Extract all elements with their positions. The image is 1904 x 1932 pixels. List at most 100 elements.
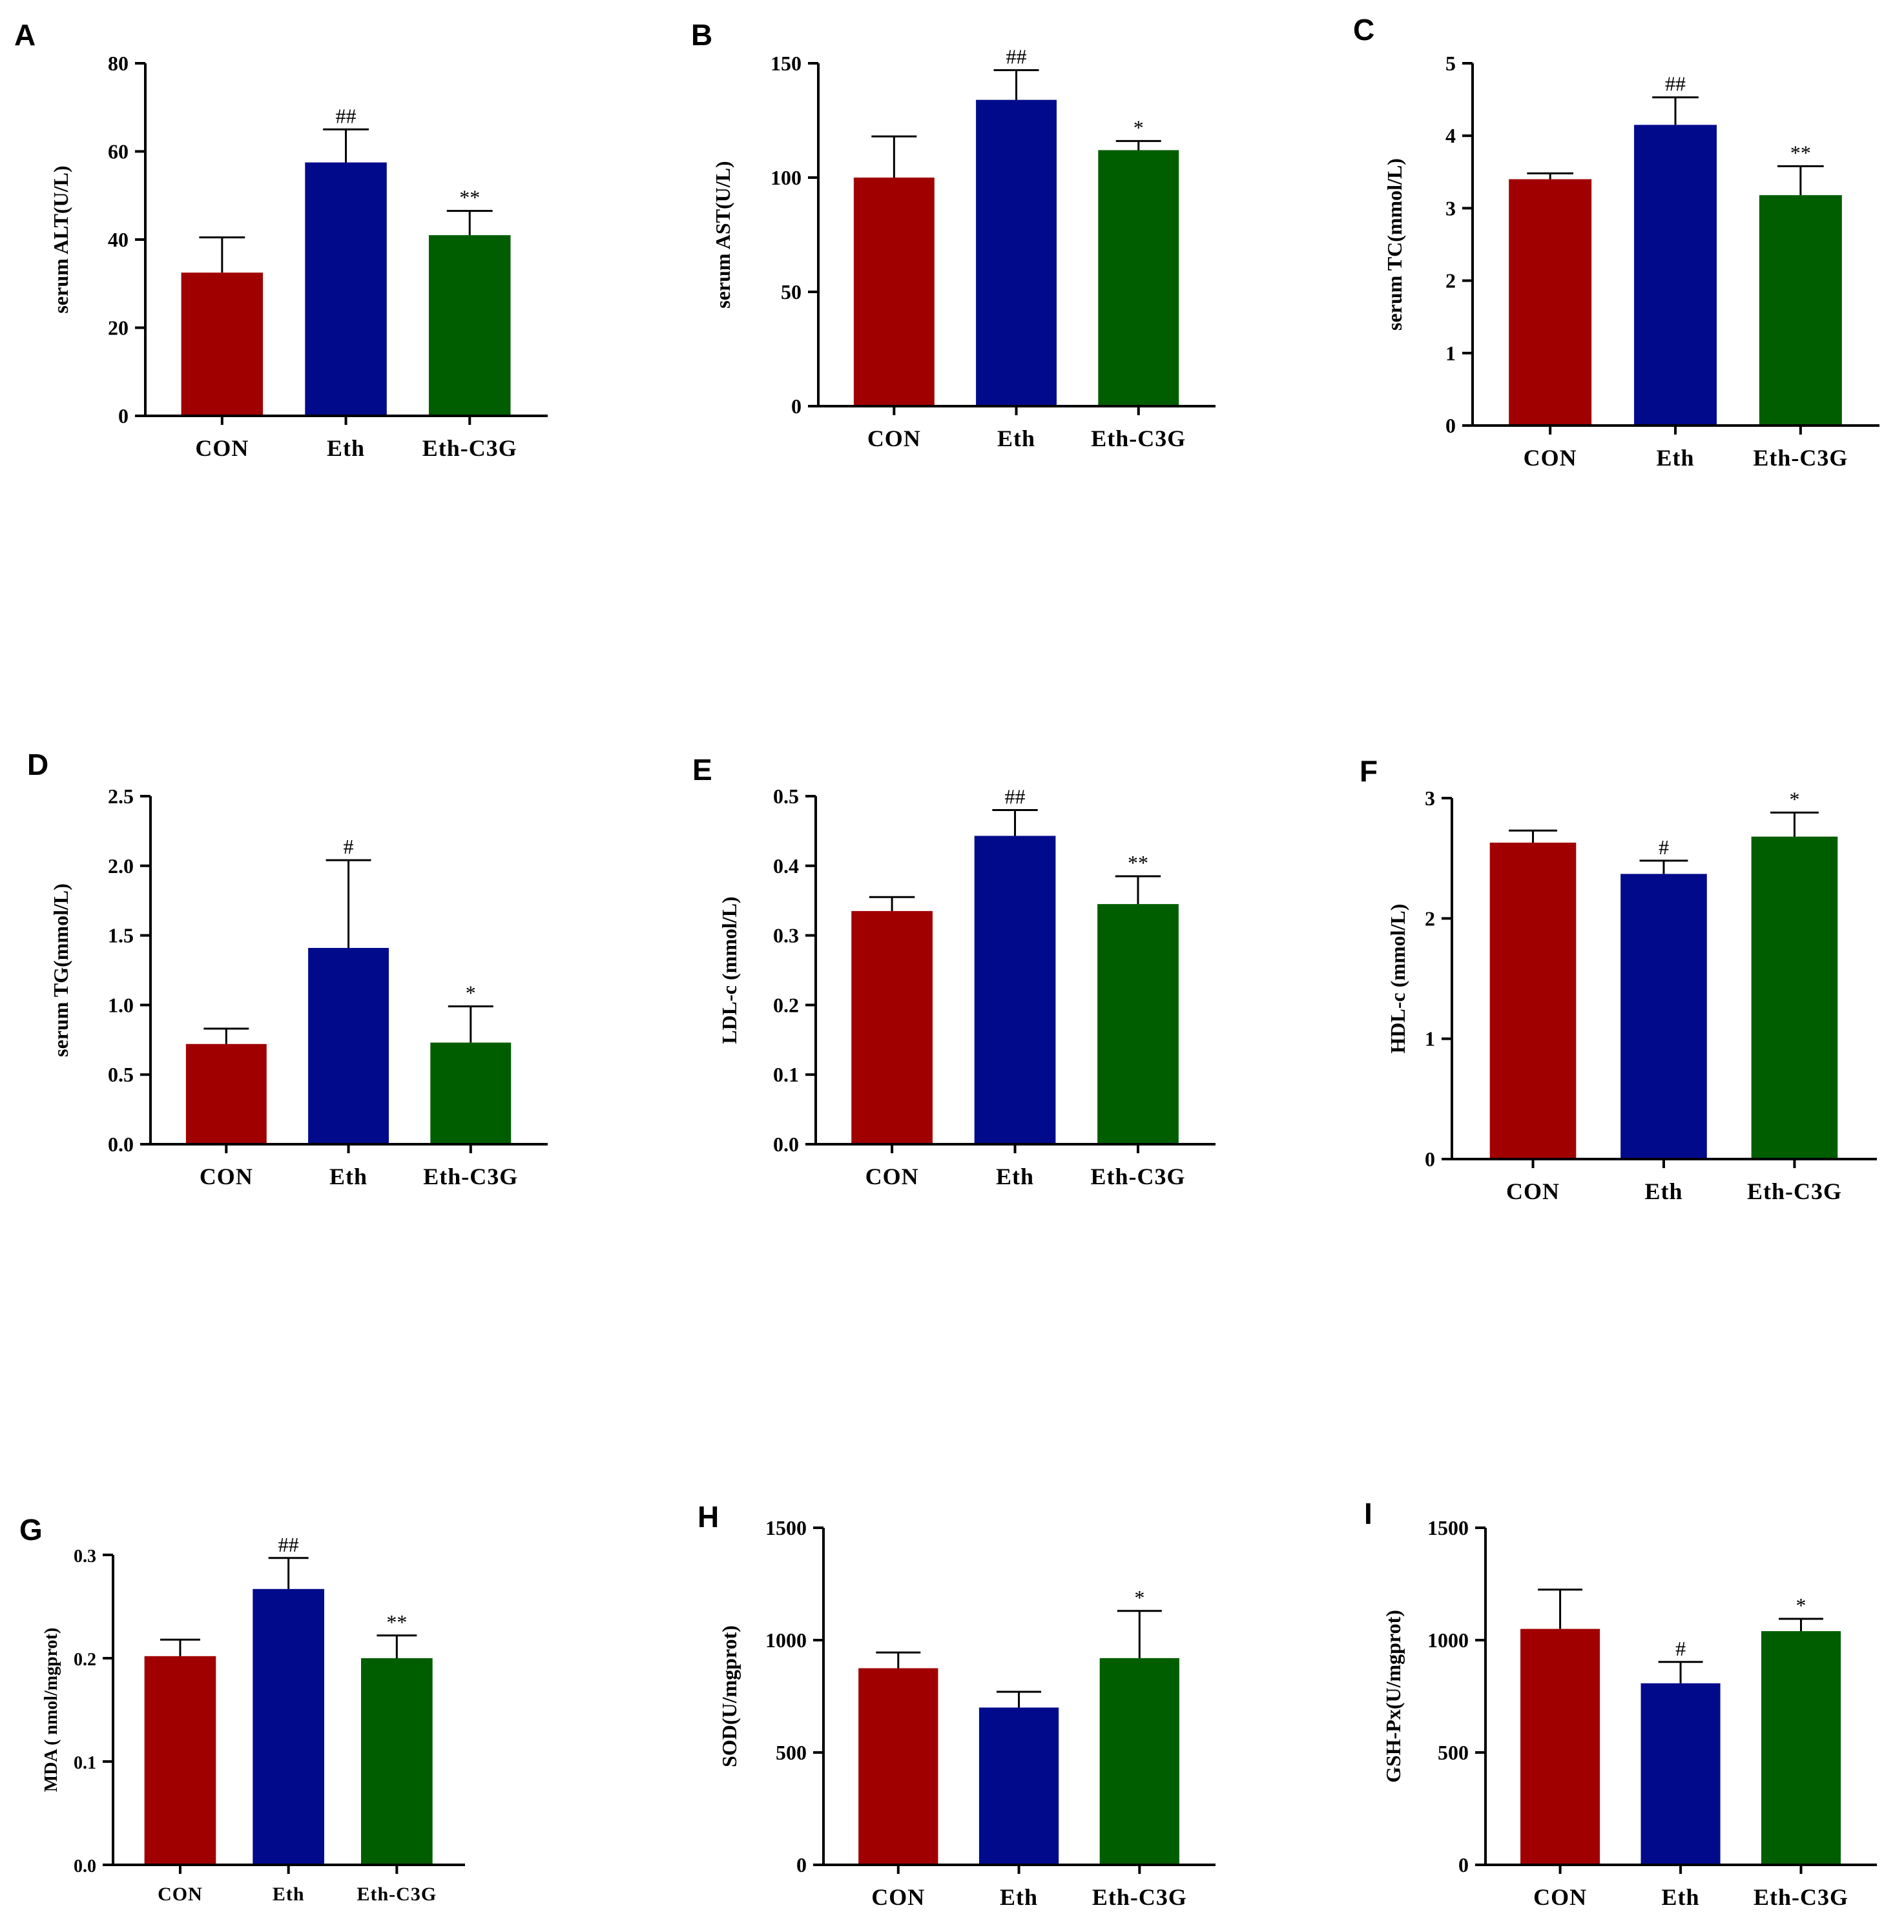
significance-mark: # xyxy=(1675,1637,1686,1660)
x-tick-label: Eth xyxy=(1000,1884,1038,1910)
y-axis-label: serum ALT(U/L) xyxy=(49,165,72,313)
x-tick-label: CON xyxy=(200,1164,253,1189)
y-tick-label: 0.0 xyxy=(108,1133,134,1156)
panel-letter: B xyxy=(691,18,712,52)
x-tick-label: CON xyxy=(867,426,921,451)
x-tick-label: Eth-C3G xyxy=(357,1884,437,1905)
y-tick-label: 1500 xyxy=(765,1516,807,1539)
significance-mark: ** xyxy=(386,1610,407,1634)
bar-con xyxy=(144,1656,216,1865)
y-tick-label: 0 xyxy=(1445,414,1456,437)
bar-eth xyxy=(1640,1683,1721,1865)
chart-panel-h: H SOD(U/mgprot) CON Eth * Eth-C3G 0 500 1000 1500 xyxy=(698,1500,1216,1910)
significance-mark: ## xyxy=(1665,72,1686,96)
y-tick-label: 0.5 xyxy=(773,785,799,808)
significance-mark: * xyxy=(1133,116,1144,139)
y-tick-label: 80 xyxy=(108,52,129,75)
significance-mark: ## xyxy=(1005,785,1026,808)
y-tick-label: 0 xyxy=(1458,1853,1469,1876)
bar-eth xyxy=(978,1707,1059,1865)
y-tick-label: 0.2 xyxy=(773,993,799,1016)
y-tick-label: 2.0 xyxy=(108,854,134,878)
y-tick-label: 0.1 xyxy=(773,1063,799,1086)
significance-mark: * xyxy=(1796,1594,1806,1617)
bar-eth xyxy=(1634,125,1717,426)
y-tick-label: 100 xyxy=(771,166,802,189)
y-tick-label: 0 xyxy=(791,395,802,418)
bar-eth-c3g xyxy=(1761,1631,1841,1865)
y-tick-label: 1 xyxy=(1445,342,1456,365)
x-tick-label: Eth-C3G xyxy=(1091,1164,1186,1189)
y-tick-label: 20 xyxy=(108,316,129,340)
y-tick-label: 1000 xyxy=(765,1629,807,1652)
panel-letter: C xyxy=(1353,13,1374,46)
x-tick-label: CON xyxy=(871,1884,925,1910)
x-tick-label: Eth xyxy=(327,435,365,461)
bar-eth xyxy=(305,162,387,416)
y-tick-label: 3 xyxy=(1425,786,1435,810)
x-tick-label: Eth xyxy=(1644,1178,1682,1204)
chart-panel-f: F HDL-c (mmol/L) CON # Eth * Eth-C3G 0 1 2 3 xyxy=(1360,754,1877,1204)
x-tick-label: Eth xyxy=(1657,445,1695,471)
y-tick-label: 60 xyxy=(108,140,129,163)
x-tick-label: Eth-C3G xyxy=(1747,1178,1842,1204)
x-tick-label: Eth xyxy=(1662,1884,1700,1910)
y-tick-label: 0.0 xyxy=(74,1856,96,1876)
panel-letter: E xyxy=(692,753,712,786)
significance-mark: ** xyxy=(459,186,480,209)
bar-eth-c3g xyxy=(430,1042,512,1144)
y-tick-label: 1 xyxy=(1425,1027,1435,1051)
y-tick-label: 0 xyxy=(1425,1147,1435,1171)
y-tick-label: 500 xyxy=(1438,1741,1469,1764)
bar-eth xyxy=(1620,874,1707,1159)
x-tick-label: CON xyxy=(1524,445,1577,471)
bar-eth-c3g xyxy=(1099,1658,1179,1865)
y-axis-label: serum TG(mmol/L) xyxy=(49,883,72,1057)
chart-panel-i: I GSH-Px(U/mgprot) CON # Eth * Eth-C3G 0 500 1000… xyxy=(1364,1497,1877,1910)
y-axis-label: GSH-Px(U/mgprot) xyxy=(1381,1610,1405,1783)
bar-con xyxy=(851,910,933,1144)
significance-mark: * xyxy=(466,981,476,1005)
y-tick-label: 1000 xyxy=(1427,1629,1469,1652)
y-tick-label: 0.3 xyxy=(773,924,799,947)
x-tick-label: Eth-C3G xyxy=(423,1164,518,1189)
y-tick-label: 4 xyxy=(1445,124,1456,147)
y-tick-label: 0 xyxy=(118,404,129,427)
bar-eth-c3g xyxy=(1098,150,1179,406)
y-axis-label: MDA ( nmol/mgprot) xyxy=(41,1628,61,1793)
panel-letter: G xyxy=(19,1513,43,1547)
panel-letter: F xyxy=(1360,754,1378,788)
panel-letter: H xyxy=(698,1500,719,1534)
chart-panel-e: E LDL-c (mmol/L) CON ## Eth ** Eth-C3G 0.0 0.1 0.… xyxy=(692,753,1216,1189)
significance-mark: ## xyxy=(278,1533,299,1556)
y-tick-label: 2 xyxy=(1425,907,1435,930)
y-tick-label: 0.5 xyxy=(108,1063,134,1086)
significance-mark: ## xyxy=(336,104,357,127)
y-tick-label: 40 xyxy=(108,228,129,251)
bar-con xyxy=(185,1043,267,1144)
significance-mark: ** xyxy=(1790,141,1811,164)
y-tick-label: 0.2 xyxy=(74,1650,96,1670)
y-tick-label: 5 xyxy=(1445,52,1456,75)
y-tick-label: 0.1 xyxy=(74,1753,96,1773)
bar-eth xyxy=(976,99,1057,406)
bar-eth-c3g xyxy=(1759,195,1842,426)
x-tick-label: CON xyxy=(158,1884,203,1905)
bar-eth-c3g xyxy=(361,1658,433,1865)
bar-eth xyxy=(974,836,1056,1144)
y-tick-label: 0 xyxy=(796,1853,807,1876)
y-tick-label: 1.5 xyxy=(108,924,134,947)
y-tick-label: 2 xyxy=(1445,269,1456,293)
bar-con xyxy=(853,178,935,406)
x-tick-label: Eth xyxy=(997,426,1035,451)
significance-mark: # xyxy=(344,835,354,858)
y-tick-label: 0.0 xyxy=(773,1133,799,1156)
y-axis-label: LDL-c (mmol/L) xyxy=(718,896,741,1043)
x-tick-label: CON xyxy=(1533,1884,1587,1910)
x-tick-label: Eth-C3G xyxy=(1091,426,1186,451)
x-tick-label: Eth-C3G xyxy=(1754,1884,1848,1910)
y-axis-label: serum TC(mmol/L) xyxy=(1383,158,1406,331)
x-tick-label: Eth xyxy=(273,1884,305,1905)
